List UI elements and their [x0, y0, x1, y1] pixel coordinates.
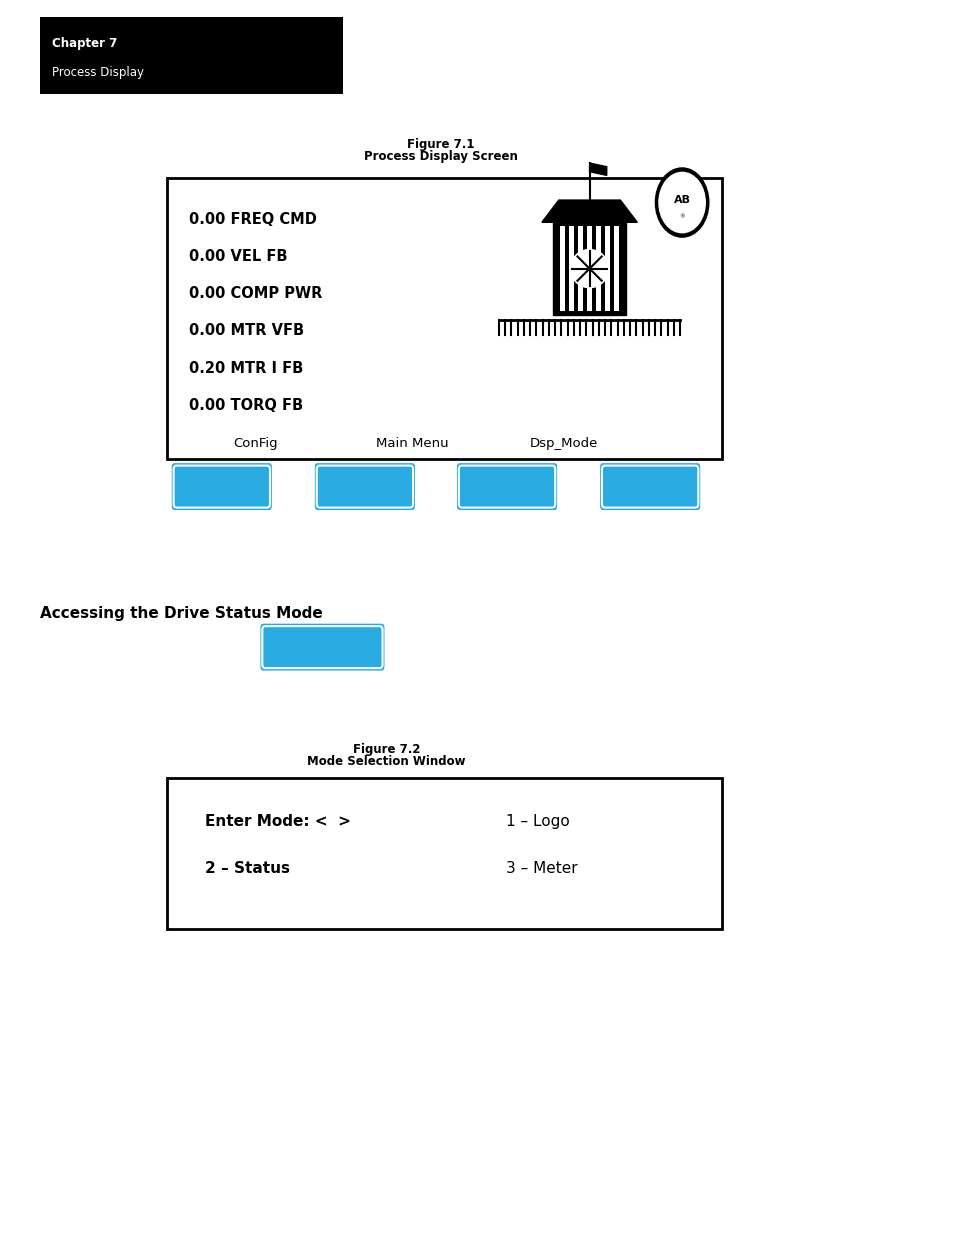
Text: 2 – Status: 2 – Status	[205, 861, 290, 876]
Text: Mode Selection Window: Mode Selection Window	[307, 755, 465, 768]
Text: Chapter 7: Chapter 7	[51, 37, 116, 51]
Text: Figure 7.2: Figure 7.2	[353, 742, 419, 756]
Text: 1 – Logo: 1 – Logo	[505, 814, 569, 829]
FancyBboxPatch shape	[316, 466, 413, 508]
FancyBboxPatch shape	[40, 17, 343, 94]
Circle shape	[655, 168, 708, 237]
Text: Process Display: Process Display	[51, 65, 143, 79]
Circle shape	[658, 172, 705, 233]
Text: 0.00 FREQ CMD: 0.00 FREQ CMD	[189, 212, 316, 227]
Text: 0.20 MTR I FB: 0.20 MTR I FB	[189, 361, 303, 375]
FancyBboxPatch shape	[458, 466, 555, 508]
Text: Process Display Screen: Process Display Screen	[363, 149, 517, 163]
Text: Enter Mode: <  >: Enter Mode: < >	[205, 814, 351, 829]
Text: 0.00 COMP PWR: 0.00 COMP PWR	[189, 287, 322, 301]
Text: 0.00 TORQ FB: 0.00 TORQ FB	[189, 398, 303, 412]
Text: ®: ®	[679, 215, 684, 220]
Text: Figure 7.1: Figure 7.1	[407, 137, 474, 151]
Text: AB: AB	[673, 195, 690, 205]
Text: Dsp_Mode: Dsp_Mode	[529, 437, 598, 450]
Text: 0.00 MTR VFB: 0.00 MTR VFB	[189, 324, 304, 338]
FancyBboxPatch shape	[167, 178, 721, 459]
FancyBboxPatch shape	[167, 778, 721, 929]
Text: 3 – Meter: 3 – Meter	[505, 861, 577, 876]
Polygon shape	[589, 163, 606, 175]
Text: ConFig: ConFig	[233, 437, 278, 450]
Text: Main Menu: Main Menu	[375, 437, 448, 450]
FancyBboxPatch shape	[605, 226, 610, 311]
FancyBboxPatch shape	[314, 463, 415, 510]
FancyBboxPatch shape	[596, 226, 600, 311]
FancyBboxPatch shape	[559, 226, 564, 311]
Polygon shape	[541, 200, 637, 222]
FancyBboxPatch shape	[260, 624, 384, 671]
FancyBboxPatch shape	[578, 226, 582, 311]
FancyBboxPatch shape	[568, 226, 574, 311]
FancyBboxPatch shape	[601, 466, 698, 508]
FancyBboxPatch shape	[262, 626, 382, 668]
Ellipse shape	[570, 249, 608, 288]
FancyBboxPatch shape	[553, 222, 625, 315]
FancyBboxPatch shape	[172, 463, 272, 510]
FancyBboxPatch shape	[614, 226, 618, 311]
Text: Accessing the Drive Status Mode: Accessing the Drive Status Mode	[40, 606, 322, 621]
FancyBboxPatch shape	[599, 463, 700, 510]
FancyBboxPatch shape	[456, 463, 557, 510]
FancyBboxPatch shape	[173, 466, 270, 508]
FancyBboxPatch shape	[587, 226, 591, 311]
Text: 0.00 VEL FB: 0.00 VEL FB	[189, 249, 287, 264]
